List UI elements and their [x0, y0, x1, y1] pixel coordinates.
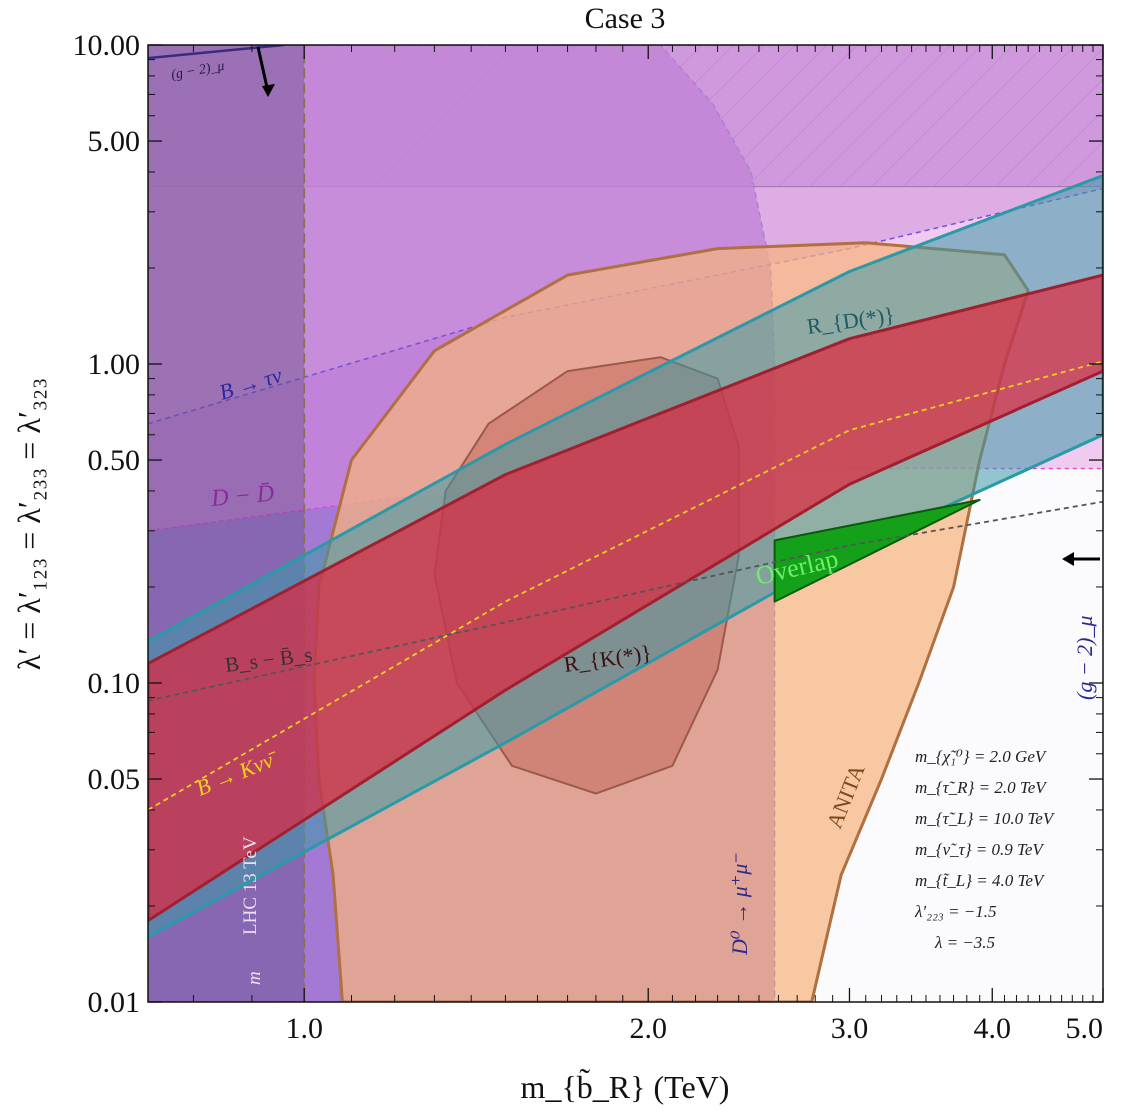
lines-layer: [148, 45, 1103, 811]
y-tick-label: 10.00: [73, 29, 141, 62]
param-4: m_{ν̃_τ} = 0.9 TeV: [915, 840, 1045, 859]
line-b-k: [148, 360, 1103, 811]
plot-frame: [147, 44, 1104, 1003]
param-1: m_{χ̃₁⁰} = 2.0 GeV: [915, 747, 1048, 766]
param-3: m_{τ̃_L} = 10.0 TeV: [915, 809, 1056, 828]
g2-arrow-right-head: [1062, 552, 1074, 566]
line-bs-b-s: [148, 500, 1103, 702]
label-g2-right: (g − 2)_μ: [1072, 615, 1097, 700]
g2-arrow-top: [256, 46, 270, 93]
param-5: m_{t̃_L} = 4.0 TeV: [915, 871, 1046, 890]
g2-arrow-top-head: [262, 84, 275, 97]
y-axis-title: λ′ = λ′₁₂₃ = λ′₂₃₃ = λ′₃₂₃: [11, 378, 47, 671]
x-tick-label: 5.0: [1066, 1012, 1104, 1045]
param-7: λ = −3.5: [934, 933, 995, 952]
y-tick-label: 0.50: [88, 444, 141, 477]
plot-area: [148, 45, 1103, 1002]
x-tick-label: 4.0: [973, 1012, 1011, 1045]
y-tick-label: 0.05: [88, 763, 141, 796]
label-lhc-mass: m: [244, 971, 265, 985]
y-tick-label: 0.01: [88, 986, 141, 1019]
x-tick-label: 1.0: [285, 1012, 323, 1045]
region-overlap: [773, 498, 981, 603]
label-d-dbar: D − D̄: [209, 481, 275, 512]
line-g-2: [148, 45, 285, 60]
x-tick-label: 2.0: [629, 1012, 667, 1045]
label-lhc: LHC 13 TeV: [240, 836, 261, 935]
param-6: λ′₂₂₃ = −1.5: [914, 902, 997, 921]
y-tick-label: 5.00: [88, 125, 141, 158]
y-tick-label: 1.00: [88, 348, 141, 381]
label-d0-mumu: D⁰ → μ⁺μ⁻: [727, 852, 752, 956]
x-tick-label: 3.0: [831, 1012, 869, 1045]
chart-title: Case 3: [585, 2, 666, 35]
y-tick-label: 0.10: [88, 667, 141, 700]
region-r-k-band: [148, 273, 1103, 923]
g2-arrows: [256, 46, 1100, 566]
x-axis-title: m_{b̃_R} (TeV): [521, 1069, 730, 1105]
parameter-box: m_{χ̃₁⁰} = 2.0 GeV m_{τ̃_R} = 2.0 TeV m_…: [914, 747, 1056, 952]
param-2: m_{τ̃_R} = 2.0 TeV: [915, 778, 1048, 797]
regions-layer: [148, 45, 1103, 1002]
ticks-layer: 1.0 2.0 3.0 4.0 5.0 0.01 0.05 0.10 0.50 1.00 5.00 1…: [73, 29, 1104, 1045]
